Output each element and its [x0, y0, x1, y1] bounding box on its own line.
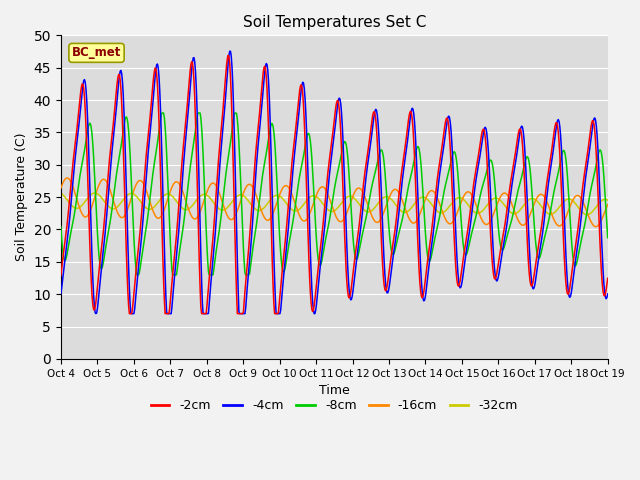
- Y-axis label: Soil Temperature (C): Soil Temperature (C): [15, 133, 28, 262]
- X-axis label: Time: Time: [319, 384, 349, 397]
- Legend: -2cm, -4cm, -8cm, -16cm, -32cm: -2cm, -4cm, -8cm, -16cm, -32cm: [146, 395, 523, 418]
- Text: BC_met: BC_met: [72, 47, 121, 60]
- Title: Soil Temperatures Set C: Soil Temperatures Set C: [243, 15, 426, 30]
